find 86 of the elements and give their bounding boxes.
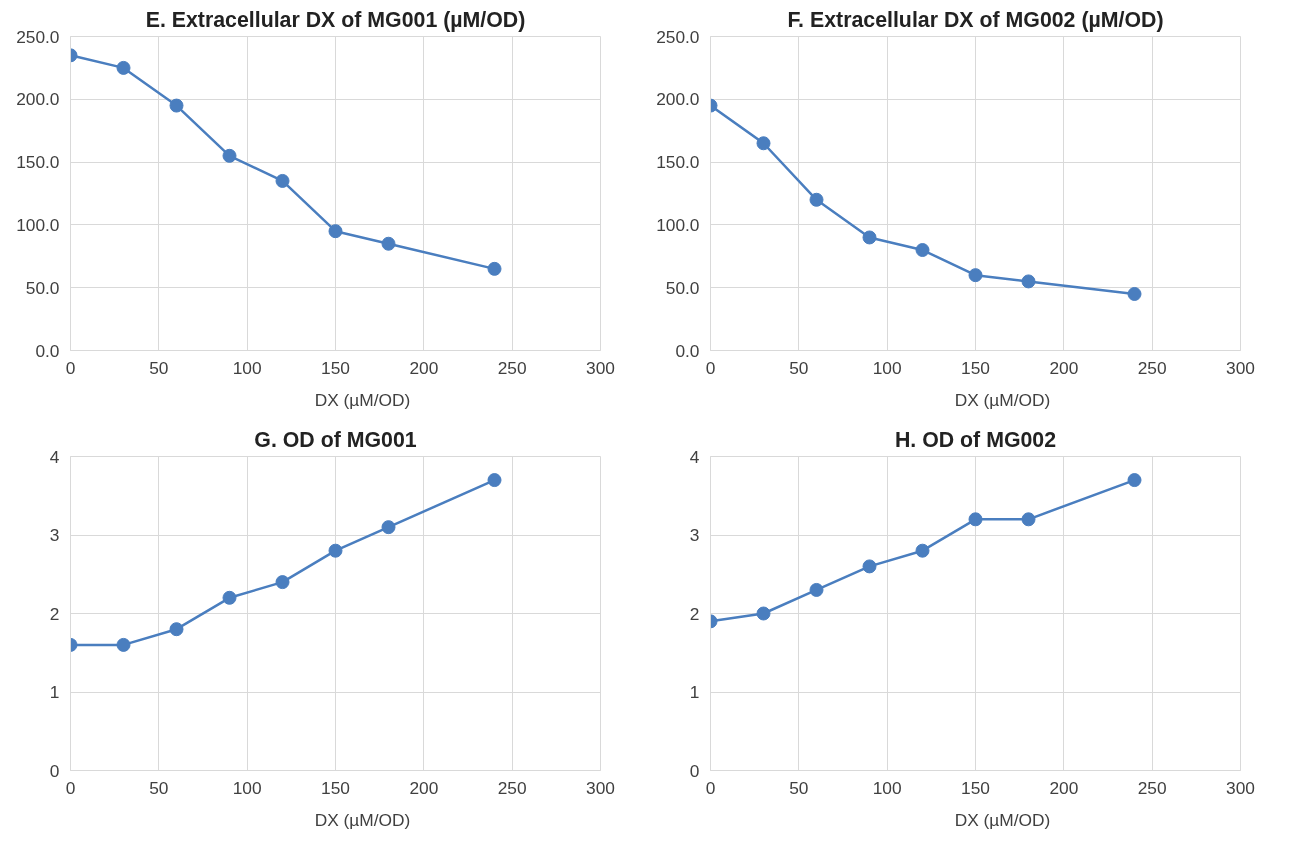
text: DX (µM/OD) <box>954 809 1051 831</box>
x-tick-label: 200 <box>409 777 439 798</box>
x-tick-label: 100 <box>232 357 262 378</box>
y-tick-label: 3 <box>49 525 60 545</box>
x-tick-label: 250 <box>1137 777 1167 798</box>
y-tick-label: 100.0 <box>16 214 60 235</box>
point <box>328 543 343 558</box>
y-tick-label: 50.0 <box>25 277 60 298</box>
point <box>862 230 877 245</box>
y-tick-label: 3 <box>689 525 700 545</box>
point <box>381 520 396 535</box>
y-tick-label: 0 <box>49 760 60 781</box>
chart-title: H. OD of MG002 <box>894 427 1057 452</box>
text: DX (µM/OD) <box>314 809 411 831</box>
point <box>116 637 131 652</box>
y-tick-label: 4 <box>689 446 700 467</box>
x-tick-label: 150 <box>961 357 990 378</box>
x-tick-label: 200 <box>1049 777 1079 798</box>
point <box>1127 286 1142 301</box>
point <box>968 512 983 527</box>
text: DX (µM/OD) <box>954 389 1051 411</box>
x-tick-label: 50 <box>149 357 169 378</box>
x-tick-label: 250 <box>497 777 527 798</box>
text: DX (µM/OD) <box>314 389 411 411</box>
point <box>487 473 502 488</box>
point <box>116 60 131 75</box>
y-tick-label: 2 <box>49 603 60 624</box>
x-tick-label: 200 <box>1049 357 1079 378</box>
x-tick-label: 0 <box>65 777 76 798</box>
point <box>169 98 184 113</box>
point <box>328 224 343 239</box>
x-tick-label: 100 <box>232 777 262 798</box>
point <box>1021 274 1036 289</box>
y-tick-label: 250.0 <box>16 26 60 47</box>
x-tick-label: 300 <box>1226 777 1255 798</box>
point <box>756 136 771 151</box>
point <box>756 606 771 621</box>
point <box>809 582 824 597</box>
chart-title: F. Extracellular DX of MG002 (µM/OD) <box>787 7 1164 32</box>
x-tick-label: 250 <box>1137 357 1167 378</box>
point <box>915 243 930 258</box>
y-tick-label: 1 <box>689 682 700 702</box>
x-tick-label: 200 <box>409 357 439 378</box>
point <box>275 173 290 188</box>
x-tick-label: 300 <box>586 357 615 378</box>
x-tick-label: 250 <box>497 357 527 378</box>
chart-title: E. Extracellular DX of MG001 (µM/OD) <box>145 7 526 32</box>
point <box>915 543 930 558</box>
point <box>487 261 502 276</box>
point <box>222 590 237 605</box>
x-tick-label: 300 <box>1226 357 1255 378</box>
point <box>222 148 237 163</box>
x-tick-label: 50 <box>789 777 809 798</box>
point <box>968 268 983 283</box>
y-tick-label: 2 <box>689 603 700 624</box>
chart-title: G. OD of MG001 <box>254 427 417 452</box>
y-tick-label: 50.0 <box>665 277 700 298</box>
x-tick-label: 100 <box>872 777 902 798</box>
y-tick-label: 1 <box>49 682 60 702</box>
y-tick-label: 200.0 <box>656 89 700 110</box>
x-tick-label: 0 <box>705 357 716 378</box>
point <box>169 622 184 637</box>
x-tick-label: 50 <box>149 777 169 798</box>
point <box>1127 473 1142 488</box>
y-tick-label: 4 <box>49 446 60 467</box>
y-tick-label: 150.0 <box>16 152 60 173</box>
y-tick-label: 150.0 <box>656 152 700 173</box>
point <box>1021 512 1036 527</box>
y-tick-label: 100.0 <box>656 214 700 235</box>
y-tick-label: 0.0 <box>675 340 700 361</box>
x-tick-label: 150 <box>321 357 350 378</box>
x-tick-label: 150 <box>321 777 350 798</box>
y-tick-label: 0.0 <box>35 340 60 361</box>
y-tick-label: 0 <box>689 760 700 781</box>
x-tick-label: 150 <box>961 777 990 798</box>
point <box>381 236 396 251</box>
point <box>862 559 877 574</box>
x-tick-label: 100 <box>872 357 902 378</box>
x-tick-label: 0 <box>65 357 76 378</box>
point <box>275 575 290 590</box>
y-tick-label: 200.0 <box>16 89 60 110</box>
y-tick-label: 250.0 <box>656 26 700 47</box>
x-tick-label: 50 <box>789 357 809 378</box>
x-tick-label: 300 <box>586 777 615 798</box>
x-tick-label: 0 <box>705 777 716 798</box>
point <box>809 192 824 207</box>
